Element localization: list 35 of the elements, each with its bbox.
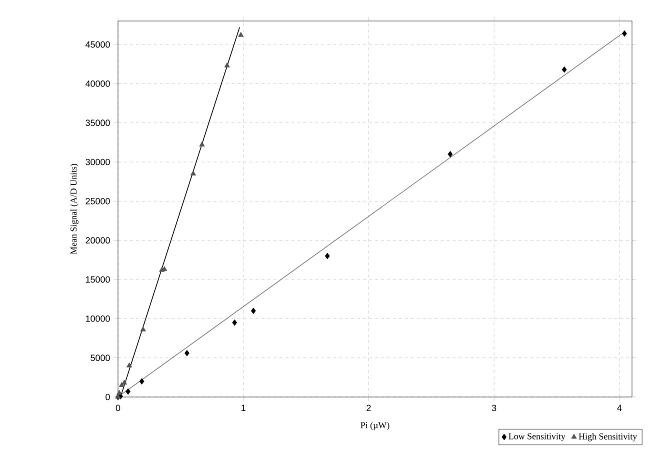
point xyxy=(140,326,146,332)
x-axis-title: Pi (µW) xyxy=(360,422,390,430)
x-tick-label: 4 xyxy=(617,404,622,411)
point xyxy=(126,388,130,395)
y-tick-label: 25000 xyxy=(86,198,110,204)
y-tick-label: 20000 xyxy=(86,237,110,244)
point xyxy=(190,170,196,176)
point xyxy=(184,350,190,356)
y-tick-label: 10000 xyxy=(86,315,110,322)
point xyxy=(622,30,627,37)
point xyxy=(324,252,330,260)
point xyxy=(232,319,238,326)
y-tick-label: 45000 xyxy=(86,41,110,48)
point xyxy=(126,362,132,368)
point xyxy=(238,32,244,37)
y-axis-title: Mean Signal (A/D Units) xyxy=(70,164,78,254)
point xyxy=(562,66,567,73)
point xyxy=(224,62,230,68)
x-tick-label: 3 xyxy=(492,404,496,412)
point xyxy=(250,308,256,314)
point xyxy=(199,142,205,146)
y-tick-label: 0 xyxy=(106,394,110,400)
legend-label: High Sensitivity xyxy=(578,433,638,442)
point xyxy=(139,378,144,385)
point xyxy=(116,390,122,395)
x-tick-label: 2 xyxy=(366,404,371,412)
x-tick-label: 1 xyxy=(242,404,246,411)
y-tick-label: 30000 xyxy=(86,158,110,166)
y-tick-label: 15000 xyxy=(86,276,110,283)
x-tick-label: 0 xyxy=(116,404,120,412)
y-tick-label: 5000 xyxy=(90,354,110,362)
legend-label: Low Sensitivity xyxy=(508,433,566,442)
y-tick-label: 35000 xyxy=(86,120,110,126)
y-tick-label: 40000 xyxy=(86,80,110,87)
point xyxy=(448,150,453,158)
